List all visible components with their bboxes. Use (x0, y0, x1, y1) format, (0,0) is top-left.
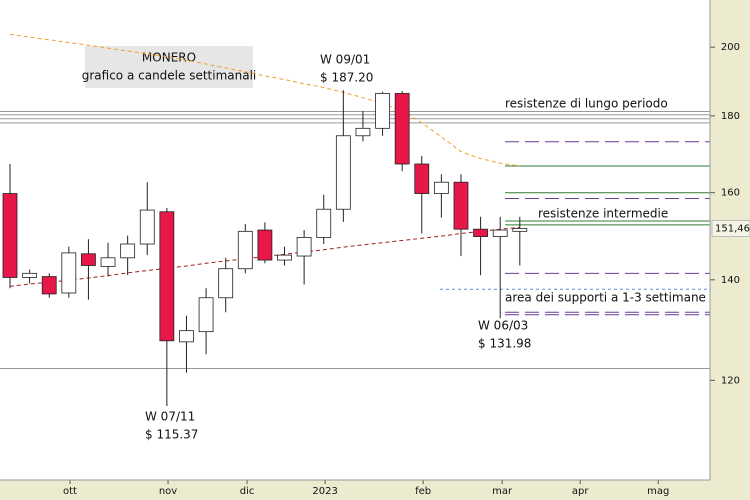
candle-body (81, 253, 96, 266)
candle-body (492, 229, 508, 237)
candle-body (139, 209, 155, 245)
chart-subtitle: grafico a candele settimanali (82, 69, 257, 83)
y-tick-label: 120 (721, 375, 740, 386)
annotation: $ 187.20 (320, 71, 373, 85)
candle-body (257, 229, 273, 261)
annotation: W 07/11 (145, 410, 195, 424)
annotation: W 06/03 (478, 319, 528, 333)
candle-body (453, 181, 469, 230)
x-tick-label: mar (492, 486, 513, 497)
x-tick-label: nov (159, 486, 177, 497)
candle-body (355, 127, 371, 137)
annotation: area dei supporti a 1-3 settimane (505, 291, 706, 305)
annotation: $ 131.98 (478, 337, 531, 351)
y-tick-label: 180 (721, 111, 740, 122)
annotation: W 09/01 (320, 53, 370, 67)
y-tick-label: 160 (721, 188, 740, 199)
candle-body (414, 163, 430, 194)
y-tick-label: 140 (721, 275, 740, 286)
candle-body (22, 272, 38, 278)
candle-body (394, 93, 410, 165)
x-tick-label: 2023 (312, 486, 337, 497)
candle-body (120, 243, 136, 259)
last-price-label: 151,46 (715, 223, 750, 234)
candle-body (237, 230, 253, 270)
candle-body (218, 268, 234, 299)
candle-body (316, 208, 332, 238)
x-tick-label: dic (240, 486, 255, 497)
x-tick-label: apr (572, 486, 589, 497)
x-tick-label: ott (63, 486, 77, 497)
annotation: resistenze intermedie (538, 207, 668, 221)
levels (0, 33, 710, 370)
candle-body (2, 193, 18, 278)
candle-body (473, 228, 488, 237)
candle-body (100, 257, 116, 267)
title-box (85, 46, 253, 88)
moving-average (9, 33, 520, 167)
candle-body (296, 237, 312, 257)
candle-body (277, 254, 292, 261)
annotation: resistenze di lungo periodo (505, 97, 668, 111)
annotation: $ 115.37 (145, 428, 198, 442)
candle-body (335, 135, 351, 210)
y-tick-label: 200 (721, 42, 740, 53)
candle-body (61, 252, 77, 294)
x-tick-label: mag (647, 486, 669, 497)
candle-body (179, 330, 194, 343)
candle-body (41, 276, 57, 295)
candle-body (375, 93, 390, 129)
candle-body (433, 181, 449, 194)
candle-body (198, 297, 214, 333)
candles (2, 90, 528, 407)
candle-body (159, 211, 175, 342)
chart-title: MONERO (142, 51, 196, 65)
last-price-box (711, 219, 750, 237)
candle-body (512, 228, 528, 232)
x-tick-label: feb (415, 486, 431, 497)
moving-average (9, 226, 520, 287)
